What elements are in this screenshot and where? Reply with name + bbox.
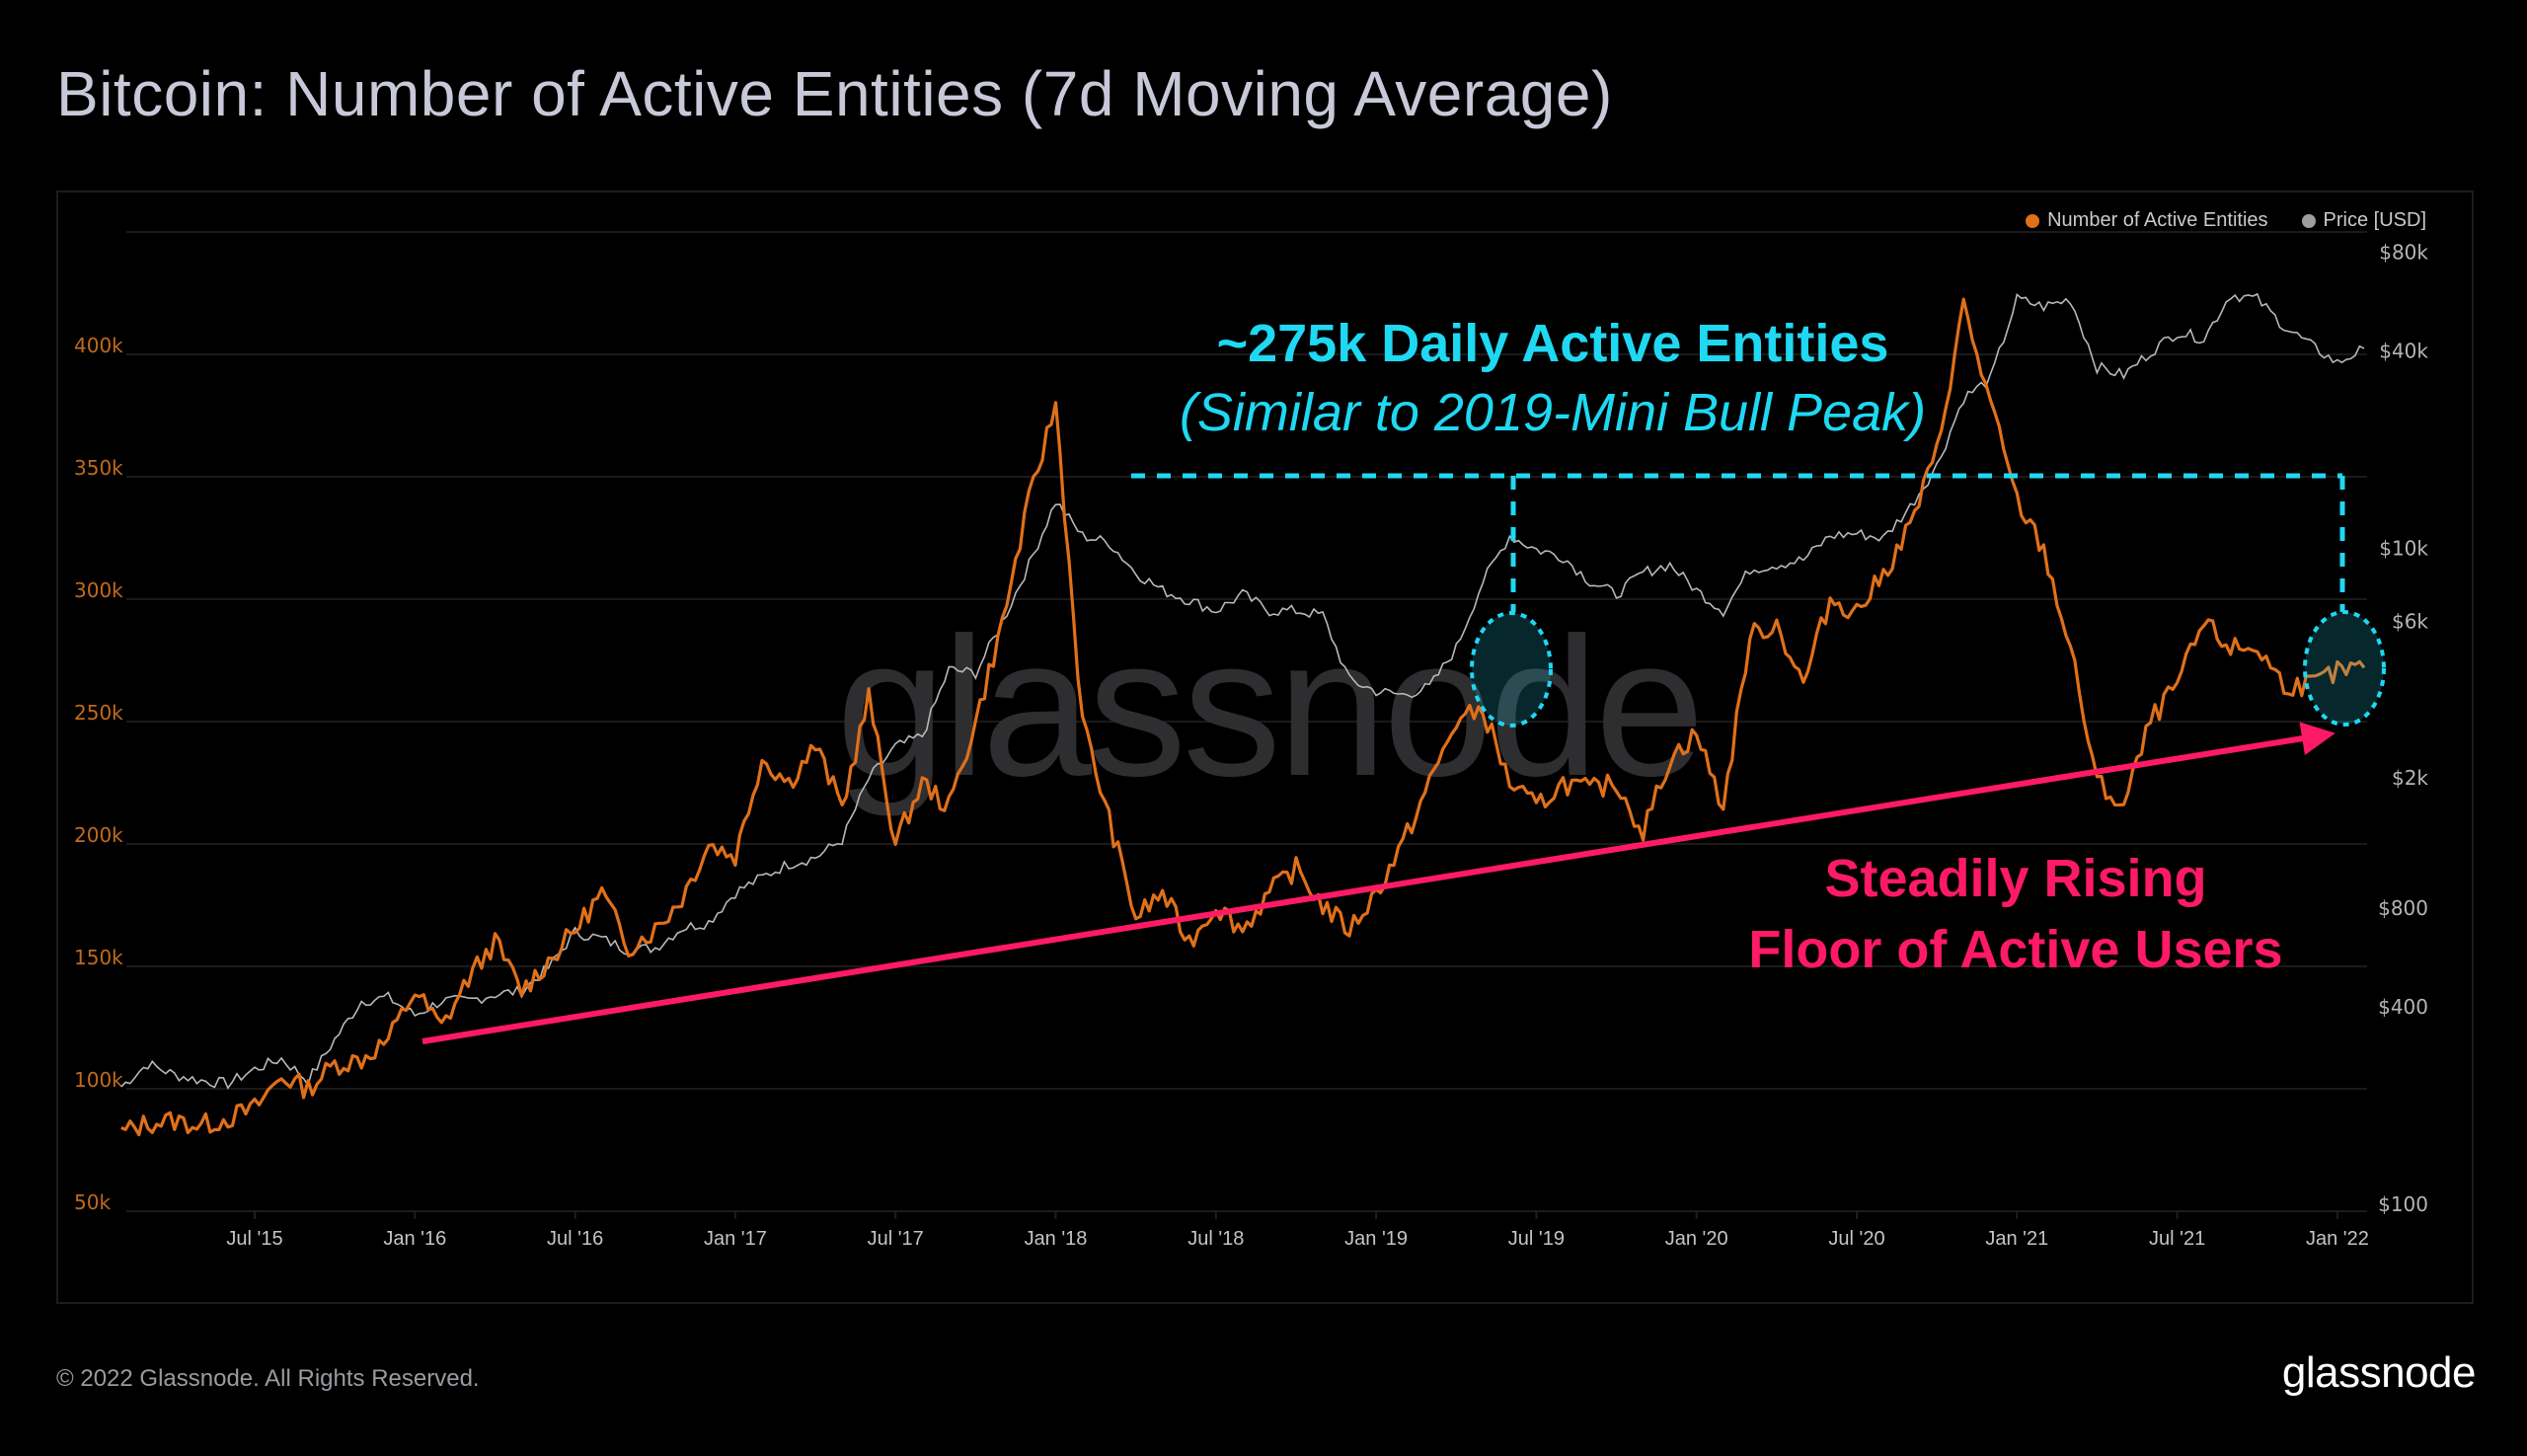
y-left-tick-label: 200k — [74, 823, 123, 847]
x-tick-label: Jul '18 — [1187, 1228, 1244, 1250]
y-right-tick-label: $100 — [2378, 1192, 2428, 1216]
y-left-tick-label: 300k — [74, 578, 123, 602]
y-right-tick-label: $2k — [2392, 766, 2428, 790]
y-left-tick-label: 250k — [74, 701, 123, 725]
x-tick-label: Jan '17 — [704, 1228, 767, 1250]
x-tick-label: Jan '22 — [2306, 1228, 2369, 1250]
x-tick-label: Jul '15 — [226, 1228, 282, 1250]
x-tick-label: Jul '17 — [868, 1228, 924, 1250]
chart-legend: Number of Active Entities Price [USD] — [2026, 209, 2426, 232]
y-left-tick-label: 400k — [74, 334, 123, 357]
legend-entities-label: Number of Active Entities — [2047, 209, 2268, 231]
x-tick-label: Jan '16 — [383, 1228, 446, 1250]
legend-entities-dot-icon — [2026, 213, 2040, 228]
series-line-price — [120, 292, 2365, 1090]
legend-price-label: Price [USD] — [2323, 209, 2426, 231]
trend-arrow-line — [421, 732, 2323, 1044]
y-left-tick-label: 50k — [74, 1190, 111, 1214]
y-right-tick-label: $10k — [2379, 537, 2428, 561]
x-tick-label: Jan '20 — [1665, 1228, 1728, 1250]
y-left-tick-label: 100k — [74, 1068, 123, 1092]
annotation-subheadline: (Similar to 2019-Mini Bull Peak) — [1180, 383, 1926, 442]
y-right-tick-label: $40k — [2379, 340, 2428, 363]
x-axis: Jul '15 Jan '16 Jul '16 Jan '17 Jul '17 Jan '… — [226, 1228, 2368, 1250]
annotation-floor-line2: Floor of Active Users — [1748, 920, 2282, 979]
y-right-tick-label: $80k — [2379, 241, 2428, 265]
x-tick-label: Jul '19 — [1508, 1228, 1565, 1250]
page-title: Bitcoin: Number of Active Entities (7d M… — [56, 58, 1613, 129]
y-axis-left: 50k 100k 150k 200k 250k 300k 350k 400k — [74, 334, 123, 1214]
x-tick-label: Jul '21 — [2149, 1228, 2205, 1250]
y-right-tick-label: $800 — [2378, 896, 2428, 920]
copyright-text: © 2022 Glassnode. All Rights Reserved. — [56, 1365, 480, 1392]
series-line-active-entities — [120, 297, 2366, 1137]
annotation-floor-line1: Steadily Rising — [1824, 849, 2206, 908]
y-left-tick-label: 350k — [74, 456, 123, 480]
x-tick-label: Jul '16 — [547, 1228, 603, 1250]
glassnode-logo[interactable]: glassnode — [2281, 1348, 2477, 1397]
y-axis-right: $100 $400 $800 $2k $6k $10k $40k $80k — [2378, 241, 2428, 1216]
annotations-group — [421, 473, 2386, 1044]
legend-item-price[interactable]: Price [USD] — [2301, 209, 2426, 232]
highlight-circle-2019 — [1470, 611, 1553, 728]
highlight-circle-2022 — [2303, 610, 2386, 727]
y-right-tick-label: $6k — [2392, 609, 2428, 633]
x-tick-label: Jan '18 — [1025, 1228, 1088, 1250]
y-right-tick-label: $400 — [2378, 995, 2428, 1019]
y-left-tick-label: 150k — [74, 946, 123, 969]
x-tick-label: Jan '19 — [1344, 1228, 1408, 1250]
x-tick-label: Jul '20 — [1828, 1228, 1884, 1250]
trend-arrow-head-icon — [2299, 722, 2336, 755]
legend-price-dot-icon — [2301, 213, 2316, 228]
chart-frame — [56, 191, 2474, 1304]
annotation-headline: ~275k Daily Active Entities — [1217, 314, 1889, 373]
x-tick-label: Jan '21 — [1985, 1228, 2048, 1250]
series-group — [120, 292, 2366, 1137]
legend-item-entities[interactable]: Number of Active Entities — [2026, 209, 2268, 232]
